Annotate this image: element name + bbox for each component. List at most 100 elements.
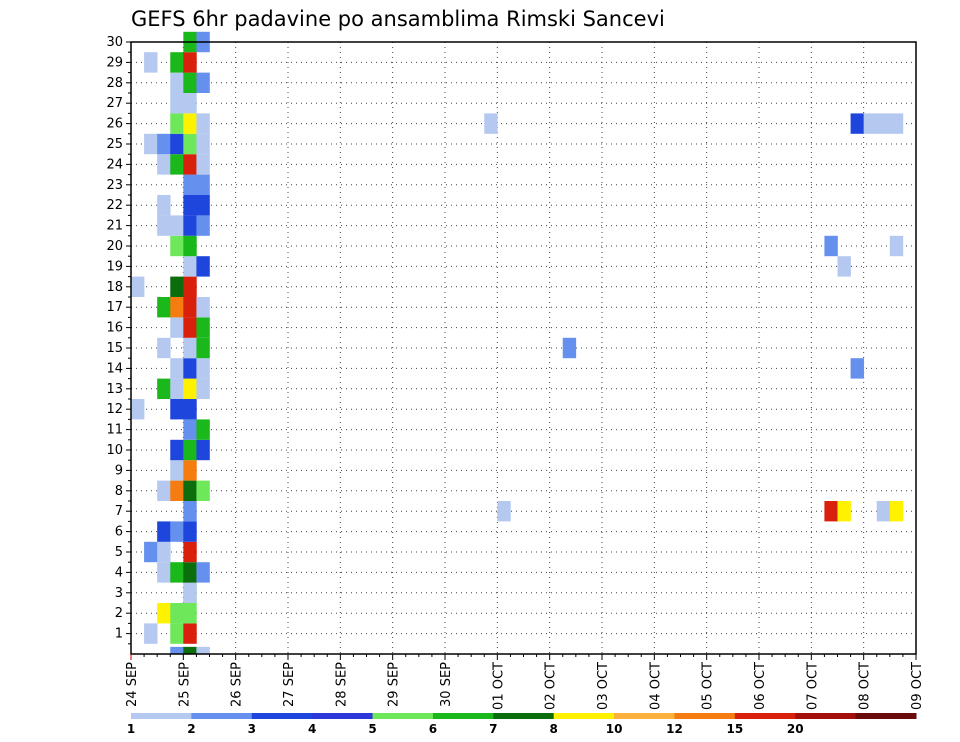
precip-cell xyxy=(170,603,184,624)
precip-cell xyxy=(157,541,171,563)
precip-cell xyxy=(876,501,891,522)
precip-cell xyxy=(183,378,197,399)
precip-cell xyxy=(850,358,864,379)
precip-cell xyxy=(131,399,145,420)
y-tick-label: 19 xyxy=(106,259,123,274)
precip-cell xyxy=(157,603,171,624)
precip-cell xyxy=(837,256,851,277)
precip-cell xyxy=(196,562,210,583)
y-tick-label: 27 xyxy=(106,96,123,111)
precip-cell xyxy=(850,113,864,134)
precip-cell xyxy=(837,501,851,522)
precip-cell xyxy=(183,646,197,654)
y-tick-label: 25 xyxy=(106,137,123,152)
precip-cell xyxy=(183,215,197,236)
legend-swatch xyxy=(734,713,796,719)
precip-cell xyxy=(183,582,197,603)
x-tick-label: 30 SEP xyxy=(439,662,454,707)
x-tick-label: 28 SEP xyxy=(334,662,349,707)
x-tick-label: 24 SEP xyxy=(125,662,140,707)
precip-cell xyxy=(170,399,184,420)
legend-swatch xyxy=(251,713,313,719)
precip-cell xyxy=(196,297,210,318)
precip-cell xyxy=(144,52,158,73)
precip-cell xyxy=(196,378,210,399)
y-tick-label: 4 xyxy=(115,565,123,580)
legend-label: 1 xyxy=(127,722,135,736)
precip-cell xyxy=(183,235,197,257)
precip-cell xyxy=(876,113,891,134)
y-tick-label: 17 xyxy=(106,300,123,315)
y-tick-label: 9 xyxy=(115,463,123,478)
legend-swatch xyxy=(432,713,494,719)
precip-cell xyxy=(170,52,184,73)
x-tick-label: 05 OCT xyxy=(701,662,716,710)
y-tick-label: 7 xyxy=(115,504,123,519)
precip-cell xyxy=(196,133,210,155)
precip-cell xyxy=(196,337,210,359)
precip-cell xyxy=(170,480,184,501)
precip-cell xyxy=(183,72,197,93)
x-tick-label: 04 OCT xyxy=(648,662,663,710)
y-tick-label: 21 xyxy=(106,219,123,234)
precip-cell xyxy=(170,93,184,114)
legend-swatch xyxy=(674,713,736,719)
y-tick-label: 30 xyxy=(106,35,123,50)
precip-cell xyxy=(889,501,904,522)
x-tick-label: 09 OCT xyxy=(910,662,925,710)
x-tick-label: 29 SEP xyxy=(387,662,402,707)
precip-cell xyxy=(824,501,838,522)
precip-cell xyxy=(196,358,210,379)
precip-cell xyxy=(157,480,171,501)
legend-label: 12 xyxy=(666,722,683,736)
x-tick-label: 27 SEP xyxy=(282,662,297,707)
precip-cell xyxy=(157,297,171,318)
precip-cell xyxy=(183,337,197,359)
precip-cell xyxy=(144,541,158,563)
precip-cell xyxy=(889,235,904,257)
legend-swatch xyxy=(493,713,555,719)
precip-cell xyxy=(196,256,210,277)
y-tick-label: 26 xyxy=(106,117,123,132)
precip-cell xyxy=(157,521,171,542)
precip-cell xyxy=(183,460,197,481)
y-tick-label: 2 xyxy=(115,606,123,621)
legend-swatch xyxy=(855,713,917,719)
legend-swatch xyxy=(191,713,253,719)
legend-label: 4 xyxy=(308,722,316,736)
x-tick-label: 03 OCT xyxy=(596,662,611,710)
x-tick-label: 02 OCT xyxy=(544,662,559,710)
precip-cell xyxy=(170,521,184,542)
precip-cell xyxy=(196,439,210,461)
precip-cell xyxy=(889,113,904,134)
precip-cell xyxy=(196,154,210,175)
precip-cell xyxy=(183,358,197,379)
precip-cell xyxy=(183,399,197,420)
data-cells xyxy=(131,31,904,654)
precip-cell xyxy=(183,174,197,195)
precip-cell xyxy=(170,439,184,461)
precip-cell xyxy=(157,337,171,359)
precip-cell xyxy=(484,113,498,134)
y-tick-label: 10 xyxy=(106,443,123,458)
precip-cell xyxy=(131,276,145,297)
precip-cell xyxy=(170,562,184,583)
precip-cell xyxy=(183,480,197,501)
precip-cell xyxy=(170,460,184,481)
legend-swatch xyxy=(312,713,374,719)
y-tick-label: 15 xyxy=(106,341,123,356)
precip-cell xyxy=(157,195,171,216)
y-tick-label: 12 xyxy=(106,402,123,417)
y-tick-label: 6 xyxy=(115,525,123,540)
legend-label: 7 xyxy=(489,722,497,736)
y-tick-label: 16 xyxy=(106,321,123,336)
precip-cell xyxy=(183,154,197,175)
y-tick-label: 24 xyxy=(106,157,123,172)
legend-label: 3 xyxy=(248,722,256,736)
y-tick-label: 22 xyxy=(106,198,123,213)
legend-label: 8 xyxy=(550,722,558,736)
precip-cell xyxy=(183,276,197,297)
precip-cell xyxy=(196,480,210,501)
x-tick-label: 01 OCT xyxy=(491,662,506,710)
precip-cell xyxy=(196,646,210,654)
